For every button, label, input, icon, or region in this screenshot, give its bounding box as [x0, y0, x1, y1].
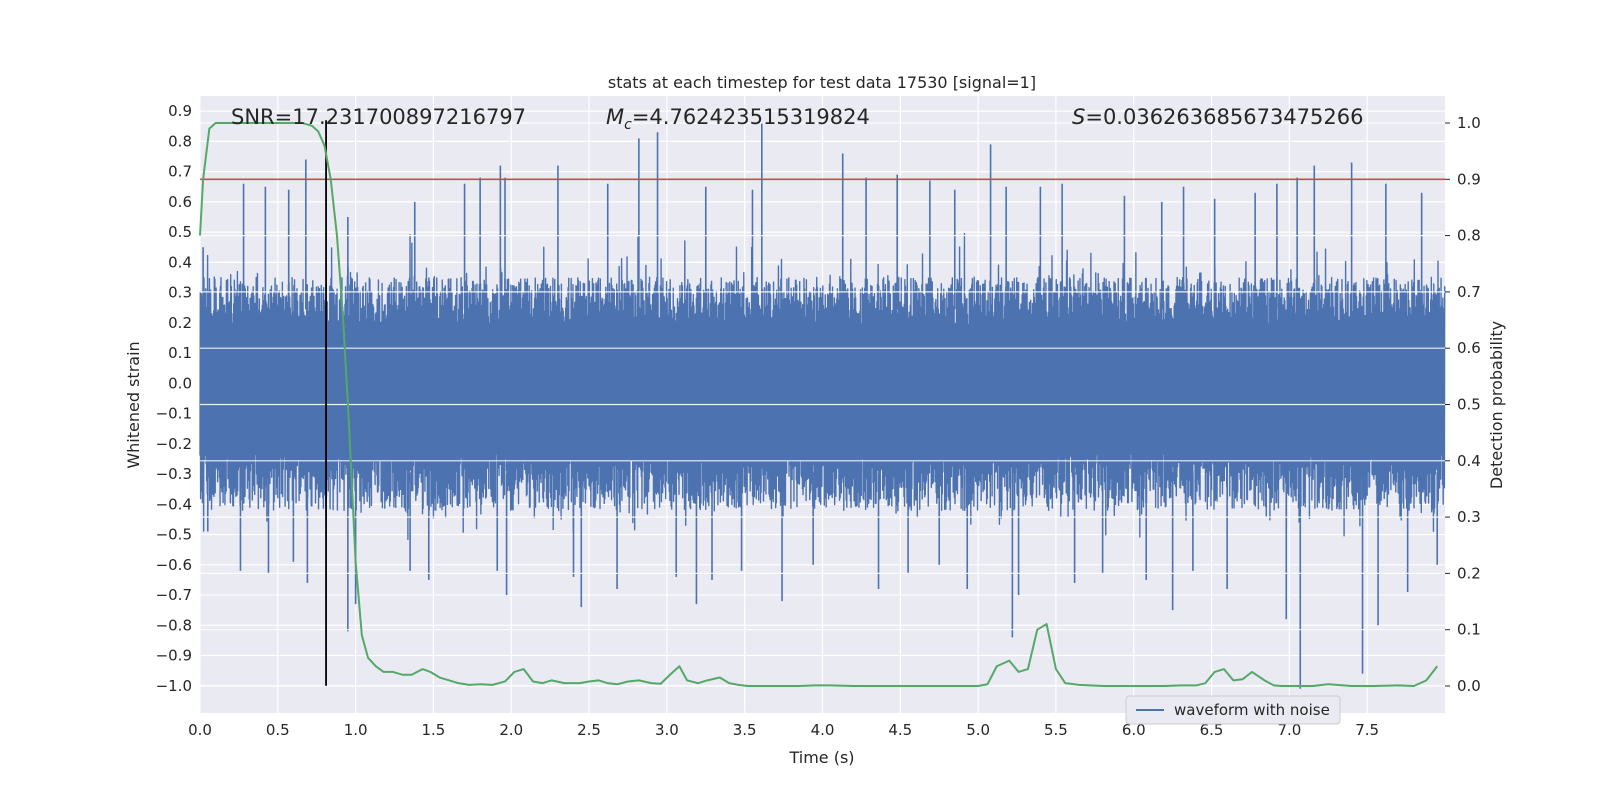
y-tick-label: 0.7 — [168, 163, 192, 181]
x-tick-label: 5.5 — [1044, 721, 1068, 739]
x-axis-ticks: 0.0 0.5 1.0 1.5 2.0 2.5 3.0 3.5 4.0 4.5 5.0 5.5 6.0 6… — [188, 721, 1379, 739]
x-tick-label: 2.5 — [577, 721, 601, 739]
x-tick-label: 7.0 — [1277, 721, 1301, 739]
overlay-series — [199, 120, 1445, 687]
right-y-tick-label: 0.0 — [1457, 677, 1481, 695]
right-y-tick-label: 0.3 — [1457, 508, 1481, 526]
x-tick-label: 4.0 — [811, 721, 835, 739]
x-tick-label: 4.5 — [888, 721, 912, 739]
chirp-mass-annotation: Mc=4.762423515319824 — [606, 105, 870, 133]
right-y-tick-label: 0.4 — [1457, 452, 1481, 470]
right-y-axis-ticks: 1.0 0.9 0.8 0.7 0.6 0.5 0.4 0.3 0.2 0.1 0.0 — [1445, 114, 1481, 695]
x-tick-label: 1.5 — [422, 721, 446, 739]
y-tick-label: −0.5 — [156, 526, 192, 544]
y-tick-label: −0.6 — [156, 556, 192, 574]
legend-box — [1125, 695, 1341, 725]
y-tick-label: −0.8 — [156, 616, 192, 634]
x-axis-label: Time (s) — [788, 748, 854, 767]
right-y-tick-label: 0.2 — [1457, 564, 1481, 582]
right-y-tick-label: 0.1 — [1457, 621, 1481, 639]
chart-title: stats at each timestep for test data 175… — [608, 73, 1036, 92]
y-tick-label: −0.3 — [156, 465, 192, 483]
y-axis-ticks: 0.9 0.8 0.7 0.6 0.5 0.4 0.3 0.2 0.1 0.0 −0.1 −0.2 −0… — [156, 102, 192, 695]
x-tick-label: 7.5 — [1355, 721, 1379, 739]
right-y-axis-label: Detection probability — [1487, 321, 1506, 489]
x-tick-label: 0.5 — [266, 721, 290, 739]
x-tick-label: 6.5 — [1200, 721, 1224, 739]
x-tick-label: 6.0 — [1122, 721, 1146, 739]
y-tick-label: 0.5 — [168, 223, 192, 241]
y-tick-label: 0.6 — [168, 193, 192, 211]
y-tick-label: −0.4 — [156, 495, 192, 513]
y-tick-label: −0.7 — [156, 586, 192, 604]
right-y-tick-label: 0.7 — [1457, 283, 1481, 301]
y-tick-label: 0.3 — [168, 284, 192, 302]
x-tick-label: 3.5 — [733, 721, 757, 739]
x-tick-label: 2.0 — [499, 721, 523, 739]
x-tick-label: 5.0 — [966, 721, 990, 739]
right-y-tick-label: 1.0 — [1457, 114, 1481, 132]
strain-series — [199, 123, 1446, 689]
y-tick-label: −0.2 — [156, 435, 192, 453]
x-tick-label: 0.0 — [188, 721, 212, 739]
y-tick-label: −0.1 — [156, 405, 192, 423]
chirp-mass-value: =4.762423515319824 — [632, 105, 870, 129]
y-tick-label: 0.2 — [168, 314, 192, 332]
right-y-tick-label: 0.9 — [1457, 170, 1481, 188]
x-tick-label: 1.0 — [344, 721, 368, 739]
y-tick-label: 0.9 — [168, 102, 192, 120]
probability-line — [199, 122, 1439, 687]
s-value: =0.036263685673475266 — [1085, 105, 1363, 129]
x-tick-label: 3.0 — [655, 721, 679, 739]
strain-waveform-core — [200, 325, 1445, 454]
chirp-mass-subscript: c — [624, 117, 632, 133]
legend-label-waveform: waveform with noise — [1174, 701, 1330, 719]
legend: waveform with noise — [1125, 695, 1341, 725]
y-tick-label: 0.1 — [168, 344, 192, 362]
right-y-tick-label: 0.6 — [1457, 339, 1481, 357]
y-tick-label: 0.4 — [168, 253, 192, 271]
y-axis-label: Whitened strain — [124, 341, 143, 468]
snr-annotation: SNR=17.231700897216797 — [231, 105, 526, 129]
y-tick-label: −1.0 — [156, 677, 192, 695]
y-tick-label: 0.0 — [168, 374, 192, 392]
right-y-tick-label: 0.8 — [1457, 227, 1481, 245]
s-symbol: S — [1072, 105, 1085, 129]
y-tick-label: −0.9 — [156, 647, 192, 665]
y-tick-label: 0.8 — [168, 132, 192, 150]
right-y-tick-label: 0.5 — [1457, 396, 1481, 414]
s-annotation: S=0.036263685673475266 — [1072, 105, 1363, 129]
chirp-mass-symbol: M — [606, 105, 624, 129]
